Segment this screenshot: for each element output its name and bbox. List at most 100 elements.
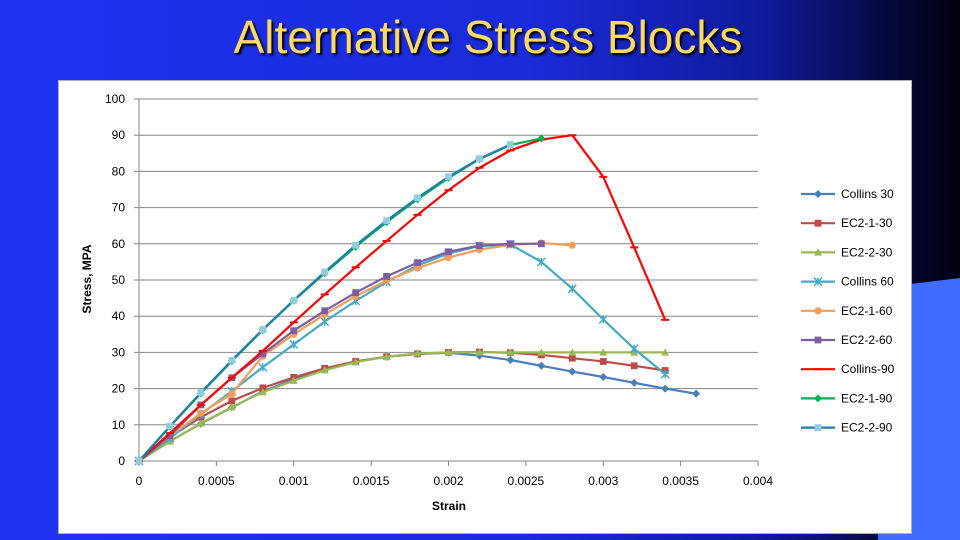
legend-ec2-2-30-marker (814, 248, 822, 256)
x-tick-label: 0.0015 (353, 474, 390, 488)
point-ec2-2-90-marker (383, 217, 390, 225)
point-ec2-2-30-marker (661, 348, 670, 356)
legend-label-ec2-1-90: EC2-1-90 (841, 391, 893, 405)
legend-label-ec2-1-30: EC2-1-30 (841, 216, 893, 230)
legend: Collins 30 EC2-1-30 EC2-2-30 Collins 60 EC2-… (801, 187, 895, 435)
series-ec2-1-30 (135, 348, 669, 465)
point-collins-60-marker (258, 362, 268, 372)
legend-item-collins-60: Collins 60 (801, 275, 894, 289)
legend-label-ec2-2-90: EC2-2-90 (841, 421, 893, 435)
y-tick-label: 50 (112, 273, 126, 287)
point-ec2-1-30-marker (228, 397, 236, 405)
point-ec2-2-30-marker (289, 376, 298, 384)
y-tick-label: 0 (118, 454, 125, 468)
x-tick-label: 0.0005 (198, 474, 235, 488)
point-ec2-2-30-marker (320, 366, 329, 374)
point-ec2-2-60-marker (445, 248, 452, 256)
x-tick-label: 0.0035 (662, 474, 699, 488)
point-ec2-2-60-marker (352, 289, 360, 297)
point-ec2-2-90-marker (352, 241, 360, 249)
legend-label-ec2-1-60: EC2-1-60 (841, 304, 893, 318)
legend-item-ec2-2-30: EC2-2-30 (801, 245, 893, 259)
legend-label-collins-30: Collins 30 (841, 187, 894, 201)
point-ec2-1-30-marker (259, 384, 267, 392)
legend-label-ec2-2-30: EC2-2-30 (841, 245, 893, 259)
point-ec2-2-60-marker (321, 307, 329, 315)
y-tick-label: 70 (112, 201, 126, 215)
line-chart: 0 10 20 30 40 50 60 70 80 90 100 0 0.0005 0.001 0.0015… (80, 92, 895, 513)
point-ec2-2-60-marker (259, 350, 267, 358)
point-ec2-2-30-marker (196, 419, 205, 427)
x-tick-label: 0 (136, 474, 143, 488)
legend-item-ec2-2-90: EC2-2-90 (801, 421, 893, 435)
legend-ec2-1-60-marker (814, 307, 822, 315)
point-ec2-2-30-marker (351, 358, 360, 366)
legend-item-ec2-2-60: EC2-2-60 (801, 333, 893, 347)
point-ec2-2-30-marker (444, 348, 453, 356)
legend-label-collins-90: Collins-90 (841, 362, 895, 376)
y-axis-title: Stress, MPA (80, 244, 94, 313)
x-tick-label: 0.004 (743, 474, 773, 488)
point-ec2-1-30-marker (630, 362, 638, 370)
point-ec2-2-30-marker (506, 348, 515, 356)
series-ec2-2-30 (135, 348, 670, 465)
point-collins-30-marker (599, 373, 608, 382)
point-ec2-2-30-marker (599, 348, 608, 356)
x-axis-title: Strain (432, 499, 466, 513)
series-ec2-2-90 (135, 141, 514, 465)
series-line-ec2-2-90 (138, 143, 511, 462)
point-ec2-2-30-marker (568, 348, 577, 356)
point-ec2-1-30-marker (568, 354, 576, 362)
legend-label-collins-60: Collins 60 (841, 275, 894, 289)
series-line-ec2-1-30 (138, 350, 666, 462)
point-collins-60-marker (629, 344, 639, 354)
point-ec2-2-90-marker (290, 296, 298, 304)
point-collins-30-marker (537, 361, 546, 370)
x-tick-label: 0.0025 (508, 474, 545, 488)
point-collins-30-marker (568, 367, 577, 376)
y-tick-label: 10 (112, 418, 126, 432)
point-ec2-2-30-marker (537, 348, 546, 356)
point-ec2-2-60-marker (414, 259, 421, 267)
point-ec2-2-30-marker (258, 388, 267, 396)
point-collins-60-marker (289, 339, 299, 349)
point-ec2-2-90-marker (445, 173, 452, 181)
point-ec2-2-30-marker (475, 348, 484, 356)
point-ec2-2-90-marker (507, 141, 514, 149)
point-ec2-2-90-marker (135, 457, 143, 465)
legend-item-ec2-1-60: EC2-1-60 (801, 304, 893, 318)
point-ec2-2-30-marker (413, 349, 422, 357)
point-collins-60-marker (567, 284, 577, 294)
point-ec2-2-90-marker (414, 194, 421, 202)
point-collins-30-marker (661, 384, 670, 393)
point-ec2-2-60-marker (166, 432, 174, 440)
y-tick-label: 100 (105, 92, 125, 106)
point-ec2-2-90-marker (228, 356, 236, 364)
legend-collins-30-marker (814, 190, 822, 198)
y-tick-label: 90 (112, 128, 126, 142)
legend-item-collins-30: Collins 30 (801, 187, 894, 201)
series-line-ec2-2-30 (138, 351, 666, 462)
point-collins-60-marker (598, 314, 608, 324)
y-tick-label: 40 (112, 309, 126, 323)
axes: 0 10 20 30 40 50 60 70 80 90 100 0 0.0005 0.001 0.0015… (105, 92, 773, 488)
legend-item-ec2-1-30: EC2-1-30 (801, 216, 893, 230)
point-ec2-2-60-marker (507, 240, 514, 248)
point-ec2-1-30-marker (599, 358, 607, 365)
point-ec2-2-60-marker (476, 242, 483, 250)
series-line-collins-90 (138, 134, 667, 462)
point-collins-30-marker (506, 356, 515, 365)
x-tick-label: 0.003 (588, 474, 618, 488)
point-collins-60-marker (536, 257, 546, 267)
point-ec2-2-90-marker (321, 268, 329, 276)
y-tick-label: 80 (112, 164, 126, 178)
point-ec2-2-90-marker (166, 422, 174, 430)
legend-item-collins-90: Collins-90 (801, 362, 895, 376)
series-collins-90 (135, 134, 670, 462)
y-tick-label: 60 (112, 237, 126, 251)
legend-collins-60-marker (813, 277, 823, 287)
point-collins-30-marker (630, 378, 639, 387)
point-ec2-1-60-marker (568, 241, 576, 249)
point-ec2-1-60-marker (413, 264, 422, 272)
point-ec2-2-90-marker (476, 155, 483, 163)
